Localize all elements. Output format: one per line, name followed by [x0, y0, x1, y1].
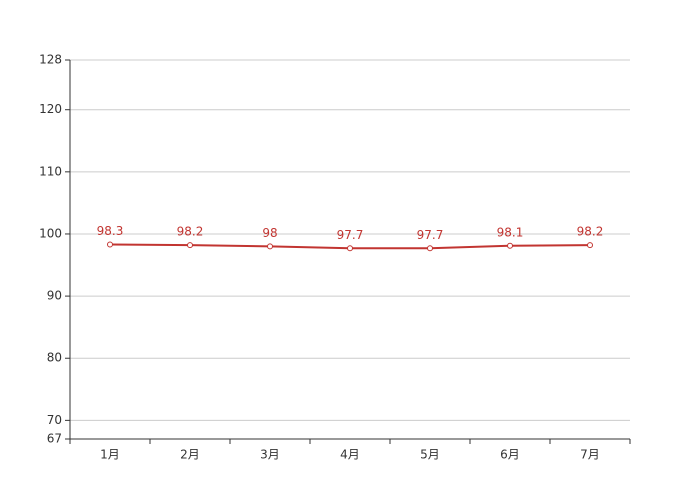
y-tick-label: 120 — [39, 102, 62, 116]
data-label: 97.7 — [337, 228, 364, 242]
point — [187, 242, 193, 249]
data-label: 98 — [262, 226, 277, 240]
y-tick-label: 100 — [39, 226, 62, 240]
point — [587, 242, 593, 249]
point — [507, 242, 513, 249]
data-label: 98.2 — [577, 225, 604, 239]
point — [347, 245, 353, 252]
y-tick-label: 70 — [47, 413, 62, 427]
x-tick-label: 6月 — [500, 448, 520, 462]
y-tick-label: 80 — [47, 351, 62, 365]
x-tick-label: 4月 — [340, 448, 360, 462]
y-tick-label: 110 — [39, 164, 62, 178]
data-label: 97.7 — [417, 228, 444, 242]
y-tick-label: 128 — [39, 53, 62, 67]
point — [107, 241, 113, 248]
point — [427, 245, 433, 252]
data-label: 98.3 — [97, 224, 124, 238]
data-label: 98.1 — [497, 225, 524, 239]
y-tick-label: 67 — [47, 432, 62, 446]
x-tick-label: 3月 — [260, 448, 280, 462]
x-tick-label: 1月 — [100, 448, 120, 462]
data-label: 98.2 — [177, 225, 204, 239]
x-tick-label: 2月 — [180, 448, 200, 462]
x-tick-label: 7月 — [580, 448, 600, 462]
x-tick-label: 5月 — [420, 448, 440, 462]
point — [267, 243, 273, 250]
y-tick-label: 90 — [47, 289, 62, 303]
